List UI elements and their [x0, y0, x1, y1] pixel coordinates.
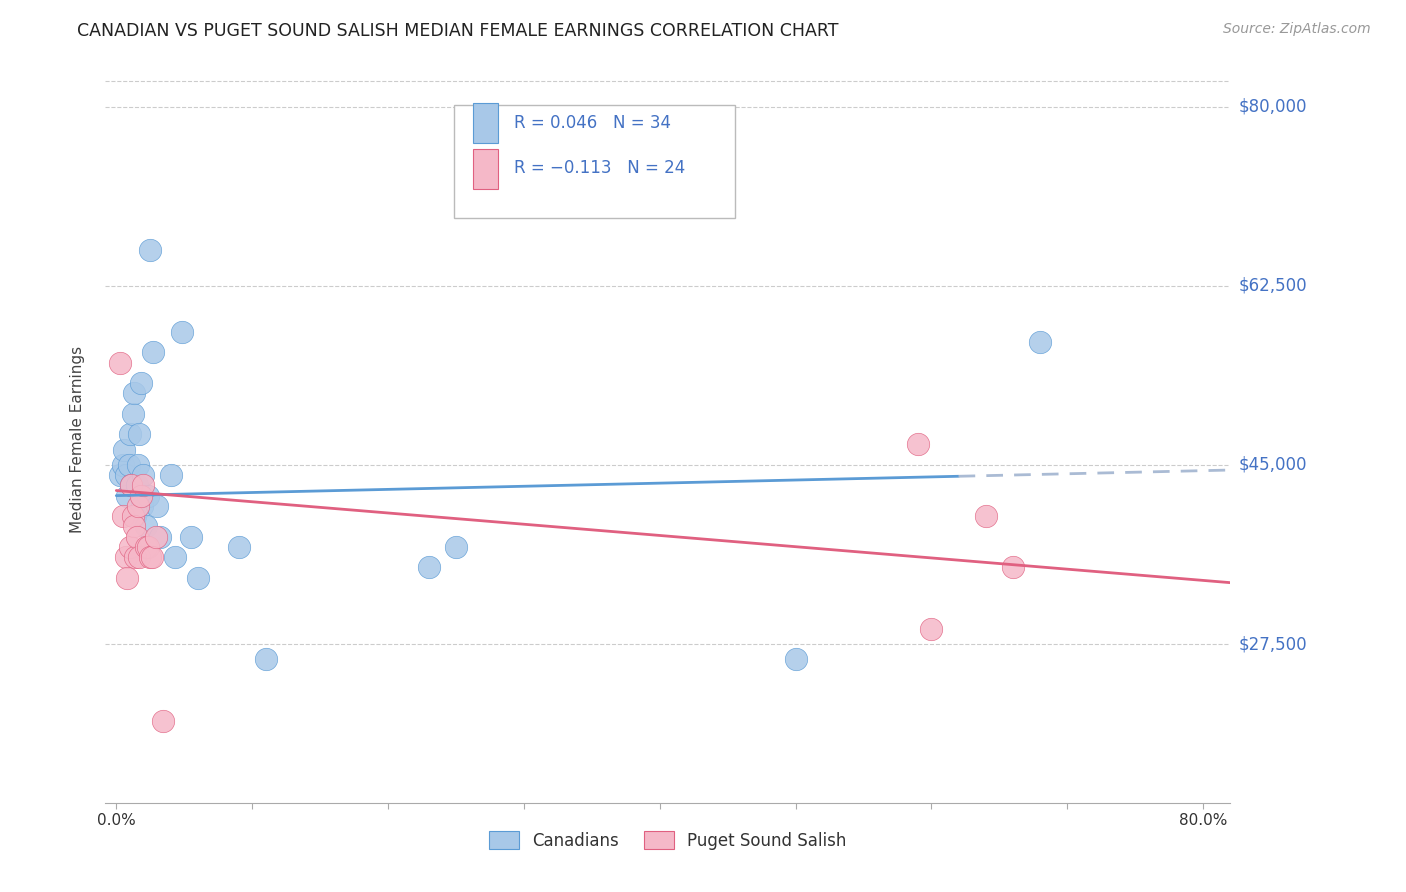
Legend: Canadians, Puget Sound Salish: Canadians, Puget Sound Salish: [482, 825, 853, 856]
Point: [444, 540, 467, 554]
Point: [254, 652, 277, 666]
Bar: [474, 148, 498, 188]
Point: [228, 540, 250, 554]
Point: [152, 714, 174, 728]
Point: [136, 489, 159, 503]
Point: [121, 407, 143, 421]
Point: [139, 243, 162, 257]
Text: Source: ZipAtlas.com: Source: ZipAtlas.com: [1223, 22, 1371, 37]
Point: [125, 478, 148, 492]
Point: [127, 458, 149, 472]
Point: [418, 560, 440, 574]
Point: [115, 570, 138, 584]
Point: [131, 499, 153, 513]
Point: [114, 468, 136, 483]
Point: [141, 550, 163, 565]
Point: [129, 489, 152, 503]
Point: [159, 468, 181, 483]
Point: [145, 530, 167, 544]
Point: [112, 509, 135, 524]
Point: [785, 652, 807, 666]
FancyBboxPatch shape: [454, 105, 735, 218]
Point: [124, 509, 146, 524]
Text: $45,000: $45,000: [1239, 456, 1308, 474]
Point: [132, 478, 155, 492]
Point: [974, 509, 997, 524]
Point: [170, 325, 193, 339]
Point: [120, 478, 142, 492]
Point: [139, 550, 162, 565]
Text: R = −0.113   N = 24: R = −0.113 N = 24: [513, 159, 685, 178]
Point: [114, 442, 136, 457]
Point: [146, 499, 169, 513]
Point: [125, 530, 148, 544]
Point: [135, 519, 157, 533]
Point: [132, 468, 155, 483]
Point: [127, 499, 149, 513]
Point: [1029, 334, 1052, 349]
Point: [122, 519, 145, 533]
Text: R = 0.046   N = 34: R = 0.046 N = 34: [513, 114, 671, 132]
Point: [118, 427, 141, 442]
Point: [1001, 560, 1024, 574]
Point: [187, 570, 209, 584]
Point: [122, 386, 145, 401]
Point: [142, 345, 165, 359]
Point: [135, 540, 157, 554]
Bar: [474, 103, 498, 144]
Point: [124, 550, 146, 565]
Point: [163, 550, 186, 565]
Point: [114, 550, 136, 565]
Y-axis label: Median Female Earnings: Median Female Earnings: [70, 346, 84, 533]
Text: $62,500: $62,500: [1239, 277, 1308, 294]
Point: [118, 540, 141, 554]
Text: $27,500: $27,500: [1239, 635, 1308, 653]
Point: [115, 489, 138, 503]
Point: [149, 530, 172, 544]
Point: [112, 458, 135, 472]
Point: [920, 622, 942, 636]
Point: [128, 550, 150, 565]
Point: [907, 437, 929, 451]
Point: [180, 530, 202, 544]
Point: [120, 478, 142, 492]
Point: [136, 540, 159, 554]
Point: [110, 355, 132, 369]
Point: [129, 376, 152, 390]
Point: [117, 458, 139, 472]
Point: [110, 468, 132, 483]
Text: CANADIAN VS PUGET SOUND SALISH MEDIAN FEMALE EARNINGS CORRELATION CHART: CANADIAN VS PUGET SOUND SALISH MEDIAN FE…: [77, 22, 839, 40]
Point: [121, 509, 143, 524]
Point: [128, 427, 150, 442]
Text: $80,000: $80,000: [1239, 97, 1308, 116]
